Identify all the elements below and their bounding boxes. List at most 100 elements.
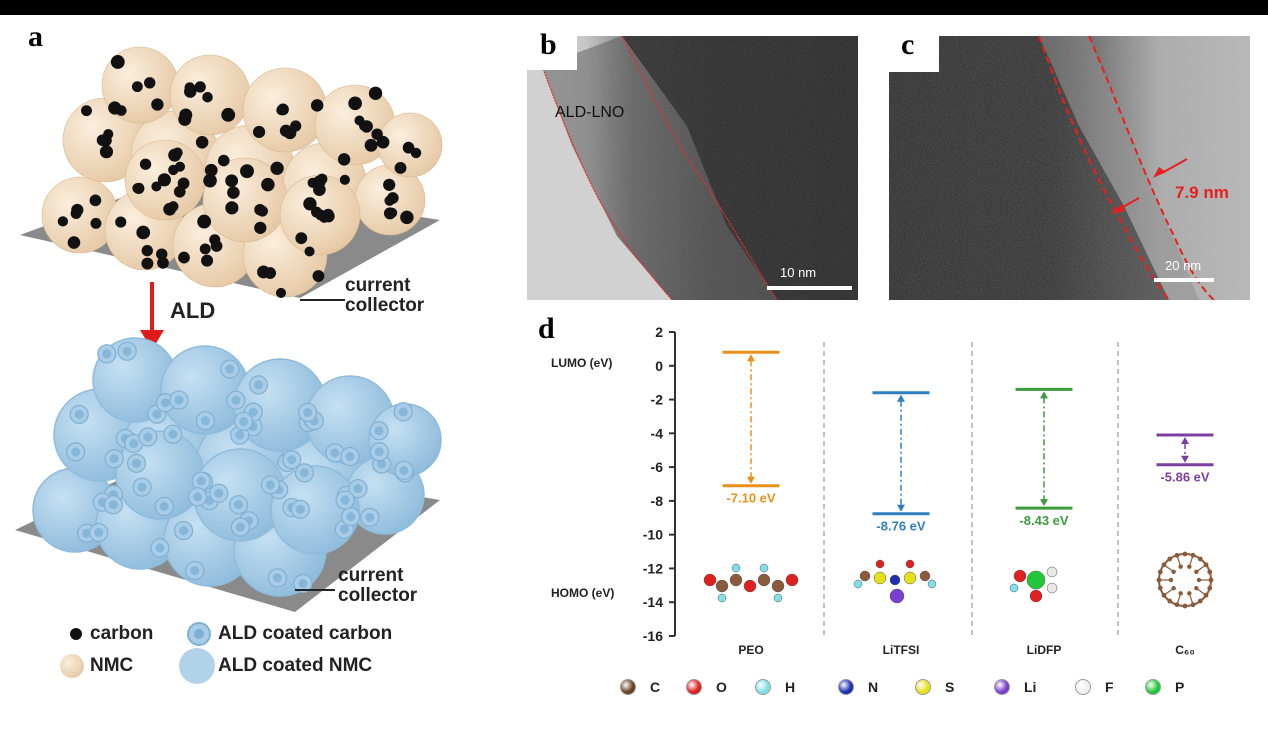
carbon-particle — [139, 158, 152, 170]
homo-axis-label: HOMO (eV) — [551, 586, 615, 600]
carbon-particle — [199, 243, 211, 255]
carbon-particle — [383, 178, 396, 191]
atom-symbol: N — [868, 679, 879, 695]
carbon-particle — [337, 153, 351, 166]
homo-value-label: -8.76 eV — [876, 519, 925, 534]
carbon-particle — [276, 105, 287, 116]
top-black-bar — [0, 0, 1268, 15]
y-tick-label: 2 — [655, 324, 663, 340]
atom — [1046, 566, 1058, 578]
carbon-particle — [67, 236, 81, 249]
carbon-particle — [201, 254, 214, 267]
atom-symbol: F — [1105, 679, 1114, 695]
carbon-particle — [204, 163, 218, 177]
carbon-particle — [141, 245, 153, 257]
carbon-particle — [90, 217, 102, 229]
atom-color-swatch — [686, 679, 702, 695]
atom-symbol: O — [716, 679, 727, 695]
atom — [703, 573, 717, 587]
atom — [715, 579, 729, 593]
y-tick-label: -14 — [643, 594, 663, 610]
carbon-particle — [339, 174, 350, 185]
atom-legend-item: H — [755, 679, 795, 695]
atom — [785, 573, 799, 587]
carbon-particle — [96, 134, 109, 146]
atom — [903, 571, 917, 585]
atom-legend-item: C — [620, 679, 660, 695]
c60-cage — [1156, 551, 1214, 609]
scale-bar-label-c: 20 nm — [1165, 258, 1202, 273]
atom-legend-item: S — [915, 679, 954, 695]
carbon-particle — [184, 85, 197, 98]
carbon-particle — [364, 138, 378, 152]
carbon-particle — [136, 225, 151, 240]
atom — [859, 570, 871, 582]
carbon-particle — [261, 177, 275, 192]
carbon-particle — [156, 248, 168, 260]
current-collector-label-top: current collector — [345, 275, 425, 316]
carbon-particle — [359, 120, 370, 132]
atom-legend-item: F — [1075, 679, 1114, 695]
carbon-particle — [57, 216, 69, 227]
molecule-name: C₆₀ — [1175, 643, 1195, 657]
carbon-particle — [312, 175, 326, 189]
tem-image-c — [889, 36, 1250, 300]
atom-color-swatch — [915, 679, 931, 695]
carbon-particle — [99, 145, 114, 159]
carbon-particle — [264, 267, 277, 279]
atom — [927, 579, 937, 589]
carbon-particle — [115, 216, 127, 228]
atom — [1009, 583, 1019, 593]
carbon-particle — [151, 98, 164, 111]
atom — [889, 588, 905, 604]
atom-legend-item: Li — [994, 679, 1036, 695]
nmc-legend-icon — [60, 654, 84, 678]
atom — [771, 579, 785, 593]
atom-legend-item: O — [686, 679, 727, 695]
carbon-particle — [270, 161, 284, 175]
atom — [889, 574, 901, 586]
carbon-particle — [240, 164, 254, 179]
carbon-particle — [304, 246, 315, 257]
carbon-particle — [131, 81, 143, 93]
carbon-particle — [225, 174, 239, 188]
carbon-particle — [202, 91, 213, 103]
atom — [1046, 582, 1058, 594]
panel-b-label-box — [527, 36, 577, 70]
atom — [743, 579, 757, 593]
carbon-particle — [209, 234, 221, 246]
atom — [875, 559, 885, 569]
panel-label-d: d — [538, 312, 555, 345]
atom-color-swatch — [1145, 679, 1161, 695]
carbon-particle — [312, 270, 325, 282]
carbon-particle — [172, 147, 183, 158]
carbon-particle — [303, 197, 317, 211]
ald-step-label: ALD — [170, 298, 216, 323]
carbon-particle — [310, 99, 324, 112]
atom-symbol: Li — [1024, 679, 1037, 695]
carbon-particle — [252, 125, 266, 139]
y-tick-label: -6 — [651, 459, 664, 475]
carbon-particle — [71, 203, 84, 217]
y-tick-label: -2 — [651, 392, 664, 408]
atom-symbol: S — [945, 679, 955, 695]
y-tick-label: -8 — [651, 493, 664, 509]
atom — [1029, 589, 1043, 603]
legend-nmc: NMC — [90, 655, 134, 676]
energy-levels-0: -7.10 eV — [722, 350, 780, 506]
carbon-particle — [256, 205, 268, 217]
carbon-particle — [348, 96, 362, 111]
carbon-particle — [227, 186, 240, 199]
carbon-particle — [194, 81, 206, 93]
ald-carbon-particles-bottom — [66, 341, 415, 594]
energy-level-chart: 2 0 -2 -4 -6 -8 -10 -12 -14 -16 -7.10 eV -8.76 eV -8… — [643, 324, 1214, 644]
atom — [919, 570, 931, 582]
carbon-particle — [387, 192, 399, 204]
atom — [759, 563, 769, 573]
carbon-particle — [177, 177, 190, 190]
carbon-particle — [157, 173, 171, 187]
carbon-particle — [311, 206, 323, 218]
atom — [853, 579, 863, 589]
carbon-particle — [394, 162, 407, 174]
carbon-particle — [89, 194, 102, 207]
